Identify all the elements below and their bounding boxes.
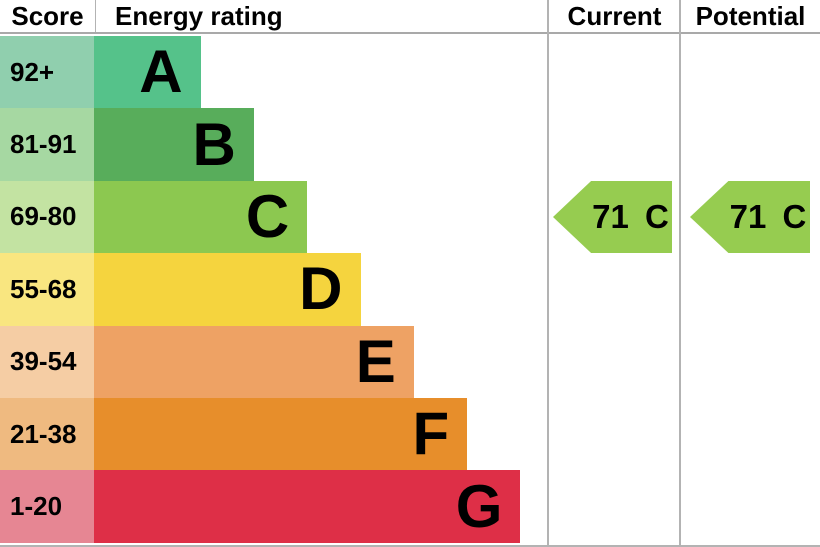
rating-band-row: 55-68 D [0, 253, 548, 326]
rating-letter: B [192, 110, 236, 178]
rating-bar-c: C [94, 180, 308, 254]
score-range: 21-38 [0, 397, 94, 471]
energy-rating-column-header: Energy rating [115, 0, 283, 31]
rating-letter: A [139, 38, 183, 106]
current-rating-arrow: 71 C [553, 181, 672, 253]
rating-letter: G [455, 472, 503, 540]
header-underline [0, 32, 820, 34]
score-range: 55-68 [0, 253, 94, 326]
score-range: 39-54 [0, 325, 94, 398]
rating-bar-f: F [94, 397, 468, 471]
potential-rating-arrow: 71 C [690, 181, 810, 253]
potential-rating-label: 71 C [729, 198, 807, 235]
rating-band-row: 39-54 E [0, 325, 548, 398]
score-range: 69-80 [0, 180, 94, 254]
score-range: 81-91 [0, 108, 94, 181]
current-rating-label: 71 C [592, 198, 669, 235]
rating-bar-d: D [94, 253, 361, 326]
score-rating-divider [95, 0, 96, 32]
current-column-header: Current [567, 0, 662, 31]
score-range: 1-20 [0, 470, 94, 543]
rating-bar-e: E [94, 325, 414, 398]
rating-bar-b: B [94, 108, 254, 181]
bottom-border [0, 545, 820, 547]
rating-letter: C [245, 182, 290, 250]
rating-letter: F [412, 400, 450, 468]
current-column-divider [547, 0, 549, 545]
potential-column-divider [679, 0, 681, 545]
rating-bands: 92+ A 81-91 B 69-80 C 55-68 D 39-54 E [0, 36, 548, 543]
rating-band-row: 21-38 F [0, 397, 548, 471]
rating-bar-g: G [94, 470, 521, 543]
rating-letter: E [355, 327, 396, 395]
rating-band-row: 69-80 C [0, 180, 548, 254]
rating-band-row: 1-20 G [0, 470, 548, 543]
score-range: 92+ [0, 36, 94, 109]
rating-letter: D [299, 255, 343, 323]
potential-column-header: Potential [695, 0, 806, 31]
score-column-header: Score [11, 0, 84, 31]
rating-band-row: 92+ A [0, 36, 548, 109]
rating-band-row: 81-91 B [0, 108, 548, 181]
rating-bar-a: A [94, 36, 201, 109]
